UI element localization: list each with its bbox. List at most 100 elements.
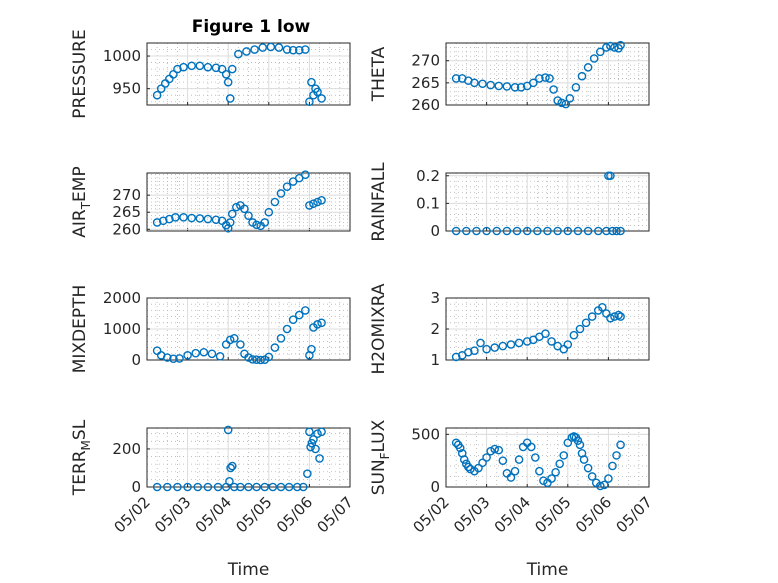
data-point	[221, 70, 231, 79]
data-point	[158, 216, 168, 226]
data-point	[191, 348, 201, 358]
data-point	[307, 77, 316, 87]
data-point	[563, 438, 573, 448]
data-point	[270, 197, 280, 207]
y-tick-label: 2	[430, 320, 440, 338]
data-point	[284, 482, 294, 492]
data-point	[187, 61, 196, 71]
y-tick-label: 0.2	[416, 167, 440, 185]
figure-title: Figure 1 low	[192, 17, 311, 37]
data-point	[223, 425, 233, 435]
data-point	[225, 335, 235, 345]
data-point	[232, 202, 241, 212]
data-point	[482, 453, 491, 462]
y-tick-label: 950	[112, 80, 141, 98]
data-point	[313, 320, 322, 329]
data-point	[573, 436, 583, 445]
data-point	[282, 45, 292, 54]
data-point	[547, 337, 556, 346]
data-point	[309, 199, 318, 209]
data-point	[175, 354, 184, 363]
data-point	[317, 318, 326, 328]
data-point	[547, 474, 556, 483]
data-point	[250, 45, 259, 54]
data-point	[227, 461, 237, 471]
data-point	[598, 302, 607, 312]
data-point	[207, 349, 217, 359]
data-point	[612, 451, 621, 460]
data-point	[577, 71, 587, 81]
data-point	[604, 474, 613, 483]
data-point	[510, 82, 520, 92]
x-tick-label: 05/03	[151, 493, 194, 536]
data-point	[571, 82, 581, 92]
data-point	[292, 482, 302, 492]
x-tick-label: 05/07	[314, 493, 357, 536]
data-point	[244, 353, 253, 362]
data-point	[242, 47, 251, 56]
axes-border	[445, 42, 650, 106]
data-point	[317, 94, 326, 103]
data-point	[490, 343, 500, 352]
data-point	[561, 99, 571, 109]
data-point	[541, 329, 550, 338]
data-point	[555, 459, 564, 469]
data-point	[581, 318, 591, 328]
data-point	[583, 226, 593, 236]
data-point	[569, 330, 579, 340]
axes-border	[146, 427, 351, 488]
y-tick-label: 2000	[103, 289, 141, 307]
y-tick-label: 260	[411, 96, 440, 114]
data-point	[563, 340, 573, 349]
data-point	[451, 352, 461, 362]
data-point	[553, 226, 562, 236]
data-point	[608, 226, 617, 236]
data-point	[549, 85, 558, 94]
data-point	[252, 220, 261, 230]
data-point	[276, 482, 286, 492]
panel-rainfall: 0 0.1 0.2 RAINFALL	[369, 162, 650, 242]
data-point	[610, 312, 619, 321]
axes-border	[146, 42, 351, 106]
data-point	[575, 324, 585, 334]
data-point	[587, 472, 597, 481]
data-point	[459, 455, 469, 464]
x-tick-label: 05/02	[111, 493, 154, 536]
data-point	[162, 353, 172, 362]
data-point	[213, 482, 223, 492]
y-tick-label: 0	[131, 351, 141, 369]
y-axis-label: MIXDEPTH	[70, 285, 90, 374]
x-tick-label: 05/06	[273, 493, 316, 536]
y-tick-label: 1000	[103, 47, 141, 65]
data-point	[282, 182, 292, 191]
data-point	[535, 74, 544, 83]
data-point	[183, 482, 192, 492]
x-tick-label: 05/04	[192, 493, 235, 536]
data-point	[171, 213, 180, 222]
data-point	[234, 49, 243, 59]
panel-h2omixra: 1 2 3 H2OMIXRA	[369, 283, 650, 375]
x-tick-label: 05/06	[572, 493, 615, 536]
data-point	[583, 463, 593, 473]
data-point	[616, 312, 625, 321]
data-point	[464, 347, 473, 357]
data-point	[455, 443, 465, 453]
data-point	[313, 87, 322, 97]
data-point	[464, 462, 473, 472]
data-point	[498, 341, 508, 351]
data-point	[236, 340, 245, 349]
y-tick-label: 270	[411, 52, 440, 70]
data-point	[268, 482, 278, 492]
data-point	[203, 62, 213, 72]
data-point	[612, 226, 621, 236]
data-point	[305, 427, 314, 437]
data-point	[173, 482, 182, 492]
data-point	[264, 352, 274, 362]
data-point	[502, 82, 512, 91]
y-axis-label: PRESSURE	[70, 29, 90, 118]
data-point	[528, 78, 538, 88]
data-point	[179, 62, 188, 72]
y-tick-label: 1	[430, 351, 440, 369]
